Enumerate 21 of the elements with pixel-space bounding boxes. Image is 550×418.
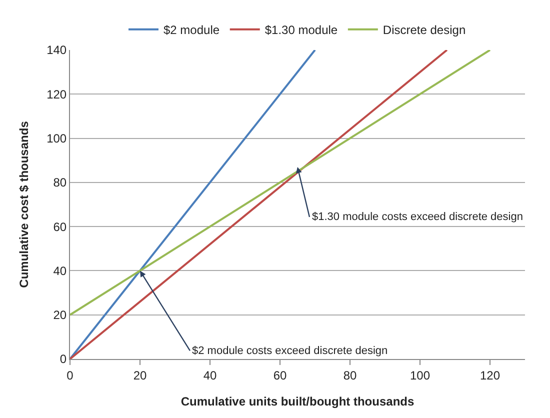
x-tick-label: 40: [203, 368, 217, 382]
x-axis-title: Cumulative units built/bought thousands: [180, 394, 414, 408]
legend-label: $1.30 module: [264, 23, 338, 37]
y-axis-title: Cumulative cost $ thousands: [16, 120, 31, 288]
x-tick-label: 80: [343, 368, 357, 382]
y-tick-label: 20: [53, 308, 67, 322]
y-tick-label: 80: [53, 176, 67, 190]
y-tick-label: 140: [46, 43, 67, 58]
y-tick-label: 40: [53, 264, 67, 278]
x-tick-label: 60: [273, 368, 287, 382]
x-tick-label: 120: [480, 368, 500, 382]
legend-label: Discrete design: [382, 23, 466, 37]
y-tick-label: 60: [53, 220, 67, 234]
y-tick-label: 0: [60, 352, 67, 366]
x-tick-label: 100: [410, 368, 430, 382]
annotation: $2 module costs exceed discrete design: [192, 345, 388, 357]
legend-label: $2 module: [164, 23, 220, 37]
annotation: $1.30 module costs exceed discrete design: [312, 211, 523, 223]
y-tick-label: 120: [46, 87, 67, 102]
x-tick-label: 20: [133, 368, 147, 382]
y-tick-label: 100: [46, 131, 67, 146]
